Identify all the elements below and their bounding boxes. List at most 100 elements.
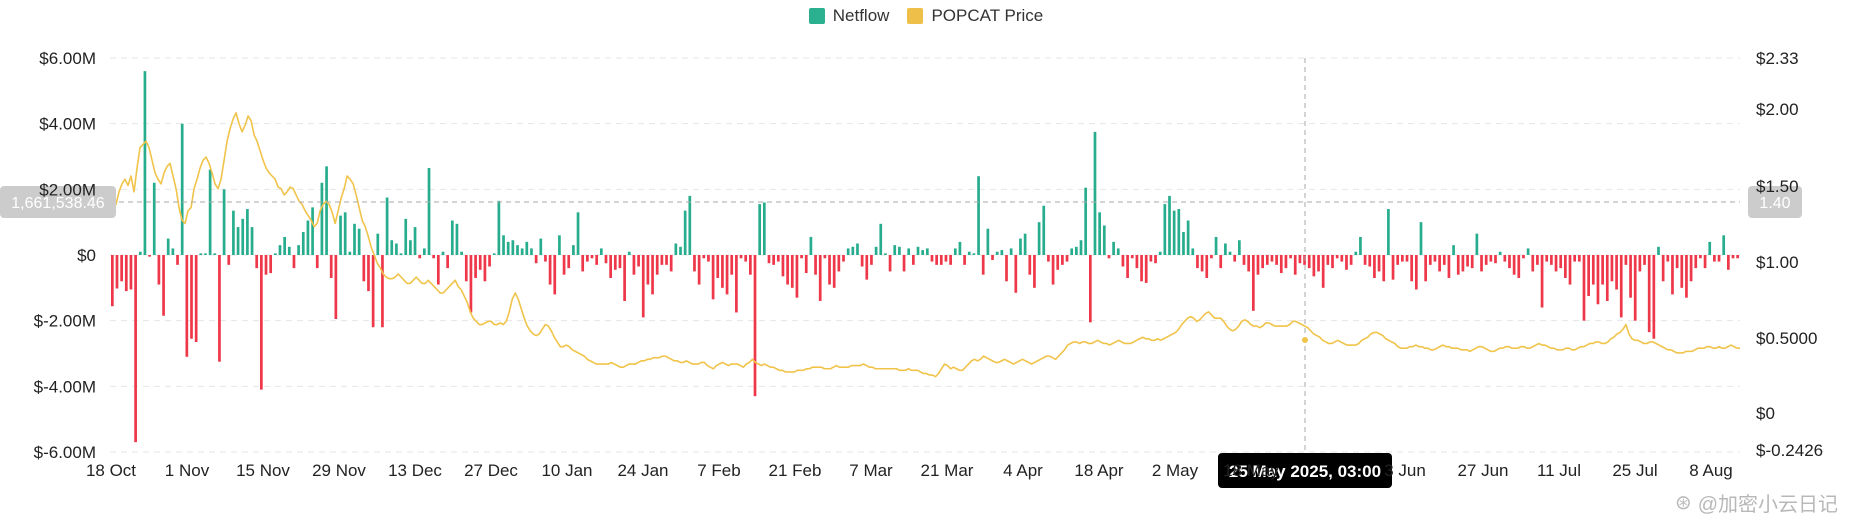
netflow-bar bbox=[967, 251, 971, 255]
netflow-bar bbox=[483, 255, 487, 282]
netflow-bar bbox=[660, 255, 664, 265]
netflow-bar bbox=[646, 255, 650, 285]
netflow-bar bbox=[213, 253, 217, 255]
netflow-bar bbox=[1359, 236, 1362, 255]
netflow-bar bbox=[1419, 222, 1423, 255]
netflow-bar bbox=[790, 255, 794, 288]
netflow-bar bbox=[856, 243, 859, 255]
netflow-bar bbox=[260, 255, 263, 390]
x-tick-label: 4 Apr bbox=[1003, 461, 1043, 480]
netflow-bar bbox=[1354, 251, 1358, 255]
netflow-bar bbox=[902, 255, 906, 272]
netflow-bar bbox=[753, 255, 757, 397]
netflow-bar bbox=[287, 246, 291, 255]
netflow-bar bbox=[362, 255, 366, 282]
netflow-bar bbox=[385, 197, 389, 255]
netflow-bar bbox=[683, 210, 687, 255]
watermark-icon: ⊛ bbox=[1674, 492, 1692, 514]
netflow-bar bbox=[1466, 255, 1469, 267]
netflow-bar bbox=[986, 228, 990, 255]
netflow-bar bbox=[1657, 246, 1660, 255]
date-tooltip-text: 25 May 2025, 03:00 bbox=[1229, 462, 1381, 481]
netflow-bar bbox=[474, 255, 477, 278]
netflow-bar bbox=[1028, 255, 1032, 275]
netflow-bar bbox=[623, 255, 626, 301]
netflow-bar bbox=[1373, 255, 1376, 278]
netflow-bar bbox=[1456, 255, 1460, 275]
netflow-bar bbox=[148, 255, 151, 257]
netflow-bar bbox=[776, 255, 780, 262]
netflow-bar bbox=[1270, 255, 1274, 262]
netflow-bar bbox=[572, 245, 575, 255]
netflow-bar bbox=[1387, 209, 1390, 255]
netflow-bar bbox=[772, 255, 775, 265]
netflow-bar bbox=[655, 255, 659, 275]
netflow-bar bbox=[1317, 255, 1320, 272]
netflow-bar bbox=[1405, 255, 1409, 262]
netflow-bar bbox=[269, 255, 273, 274]
netflow-bar bbox=[138, 251, 142, 255]
netflow-bar bbox=[1251, 255, 1255, 311]
netflow-bar bbox=[1615, 255, 1618, 290]
netflow-bar bbox=[1047, 255, 1050, 262]
netflow-bar bbox=[1014, 255, 1018, 293]
netflow-bar bbox=[870, 255, 873, 265]
netflow-bar bbox=[581, 255, 585, 272]
netflow-bar bbox=[1256, 255, 1260, 275]
netflow-bar bbox=[823, 255, 827, 259]
netflow-bar bbox=[1335, 255, 1339, 259]
netflow-bar bbox=[981, 255, 985, 275]
netflow-bar bbox=[1484, 255, 1488, 265]
netflow-bar bbox=[1577, 255, 1581, 262]
netflow-bar bbox=[1508, 255, 1511, 269]
netflow-bar bbox=[828, 255, 831, 285]
netflow-bar bbox=[1526, 248, 1530, 255]
netflow-bar bbox=[301, 232, 305, 255]
x-tick-label: 27 Dec bbox=[464, 461, 518, 480]
netflow-bar bbox=[1624, 255, 1628, 265]
netflow-bar bbox=[618, 255, 622, 269]
netflow-bar bbox=[1605, 255, 1609, 301]
netflow-bar bbox=[450, 220, 454, 255]
netflow-bar bbox=[1601, 255, 1604, 285]
netflow-bar bbox=[576, 212, 580, 255]
netflow-bar bbox=[1610, 255, 1614, 282]
netflow-bar bbox=[502, 235, 505, 255]
netflow-bar bbox=[1293, 255, 1297, 275]
netflow-bar bbox=[1643, 255, 1646, 265]
netflow-bar bbox=[432, 255, 436, 259]
netflow-bar bbox=[912, 255, 915, 265]
netflow-bar bbox=[180, 123, 184, 255]
netflow-bar bbox=[995, 251, 999, 255]
netflow-bar bbox=[944, 255, 948, 262]
left-tick-label: $2.00M bbox=[39, 180, 96, 199]
x-tick-label: 10 Jan bbox=[541, 461, 592, 480]
netflow-bar bbox=[1088, 255, 1092, 323]
netflow-bar bbox=[227, 255, 231, 265]
legend-item-price[interactable]: POPCAT Price bbox=[907, 6, 1043, 26]
netflow-bar bbox=[762, 202, 766, 255]
netflow-bar bbox=[1019, 238, 1022, 255]
netflow-bar bbox=[925, 248, 929, 255]
netflow-bar bbox=[1582, 255, 1586, 321]
netflow-bar bbox=[1401, 255, 1404, 262]
netflow-bar bbox=[120, 255, 123, 282]
x-tick-label: 11 Jul bbox=[1537, 461, 1581, 480]
x-tick-label: 18 Apr bbox=[1074, 461, 1123, 480]
netflow-bar bbox=[991, 255, 994, 260]
legend-item-netflow[interactable]: Netflow bbox=[808, 6, 889, 26]
netflow-bar bbox=[842, 255, 845, 262]
netflow-bar bbox=[1480, 255, 1483, 272]
netflow-bar bbox=[1070, 248, 1074, 255]
netflow-bar bbox=[1112, 241, 1115, 255]
netflow-bar bbox=[916, 246, 920, 255]
netflow-bar bbox=[255, 255, 259, 269]
netflow-bar bbox=[767, 255, 771, 264]
netflow-bar bbox=[124, 255, 128, 292]
netflow-bar bbox=[1210, 255, 1213, 259]
left-tick-label: $6.00M bbox=[39, 49, 96, 68]
netflow-bar bbox=[1377, 255, 1381, 272]
netflow-bar bbox=[1121, 255, 1125, 267]
netflow-bar bbox=[1587, 255, 1590, 297]
netflow-bar bbox=[176, 255, 179, 265]
